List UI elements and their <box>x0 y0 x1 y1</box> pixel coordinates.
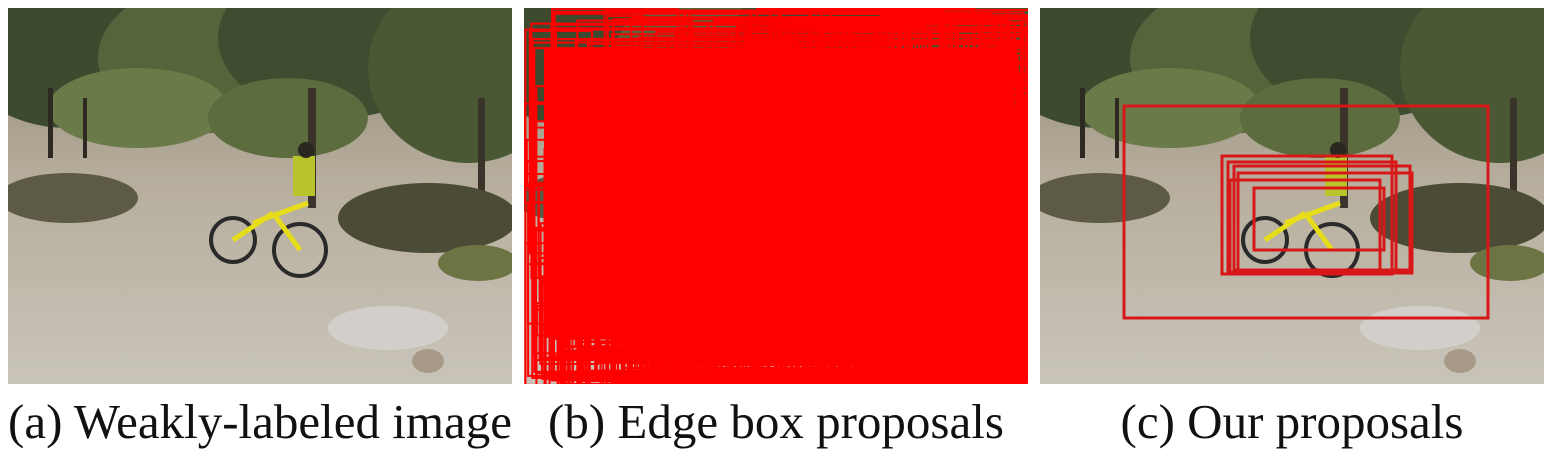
proposal-box <box>675 198 838 258</box>
proposal-box <box>524 102 614 191</box>
edge-box-overlay <box>524 8 1028 384</box>
proposal-box <box>912 258 991 365</box>
proposal-box <box>953 49 994 363</box>
proposal-box <box>567 160 651 211</box>
caption-b: (b) Edge box proposals <box>548 394 1004 449</box>
proposal-box <box>935 56 1011 113</box>
proposal-box <box>856 183 922 384</box>
photo-scene <box>8 8 512 384</box>
our-proposals-image <box>1040 8 1544 384</box>
proposal-box <box>956 27 1028 167</box>
proposal-box <box>667 71 813 331</box>
proposal-box <box>1232 164 1412 272</box>
proposal-box <box>1122 104 1490 320</box>
proposal-box <box>680 22 851 192</box>
our-proposal-boxes <box>1122 104 1490 320</box>
caption-a: (a) Weakly-labeled image <box>8 394 512 449</box>
proposal-box <box>564 116 878 353</box>
proposal-box <box>628 137 710 254</box>
proposal-box <box>957 160 1028 281</box>
proposal-box <box>713 81 901 348</box>
proposal-box <box>1228 178 1382 274</box>
proposal-box <box>537 188 746 232</box>
proposal-box <box>539 222 720 286</box>
proposal-box <box>703 141 816 367</box>
proposal-box <box>595 49 744 379</box>
photo-scene-with-proposals <box>524 8 1028 384</box>
photo-scene-with-our-proposals <box>1040 8 1544 384</box>
proposal-box <box>940 189 988 295</box>
proposal-box <box>757 202 855 379</box>
caption-c: (c) Our proposals <box>1120 394 1464 449</box>
proposal-box <box>639 107 1019 294</box>
proposal-box <box>548 211 688 384</box>
proposal-box <box>821 16 1028 384</box>
proposal-box <box>1001 78 1028 265</box>
proposal-box <box>818 242 858 338</box>
proposal-box <box>839 93 989 222</box>
proposal-box <box>820 67 926 160</box>
proposal-box <box>918 35 1024 119</box>
proposal-box <box>556 114 1016 356</box>
proposal-box <box>979 119 1012 384</box>
proposal-box <box>615 279 727 330</box>
edge-box-proposals-image <box>524 8 1028 384</box>
proposal-box <box>781 143 1026 280</box>
proposal-box <box>946 28 1028 313</box>
proposal-box <box>658 117 933 154</box>
proposal-box <box>894 172 1028 220</box>
proposal-box <box>769 64 934 288</box>
proposal-box <box>551 253 637 282</box>
proposal-box <box>776 356 1017 384</box>
proposal-box <box>578 296 655 384</box>
proposal-box <box>1252 186 1386 252</box>
weakly-labeled-image <box>8 8 512 384</box>
proposal-box <box>773 24 927 217</box>
proposal-box <box>884 89 932 324</box>
proposal-box <box>904 225 1028 297</box>
proposal-box <box>550 23 832 195</box>
